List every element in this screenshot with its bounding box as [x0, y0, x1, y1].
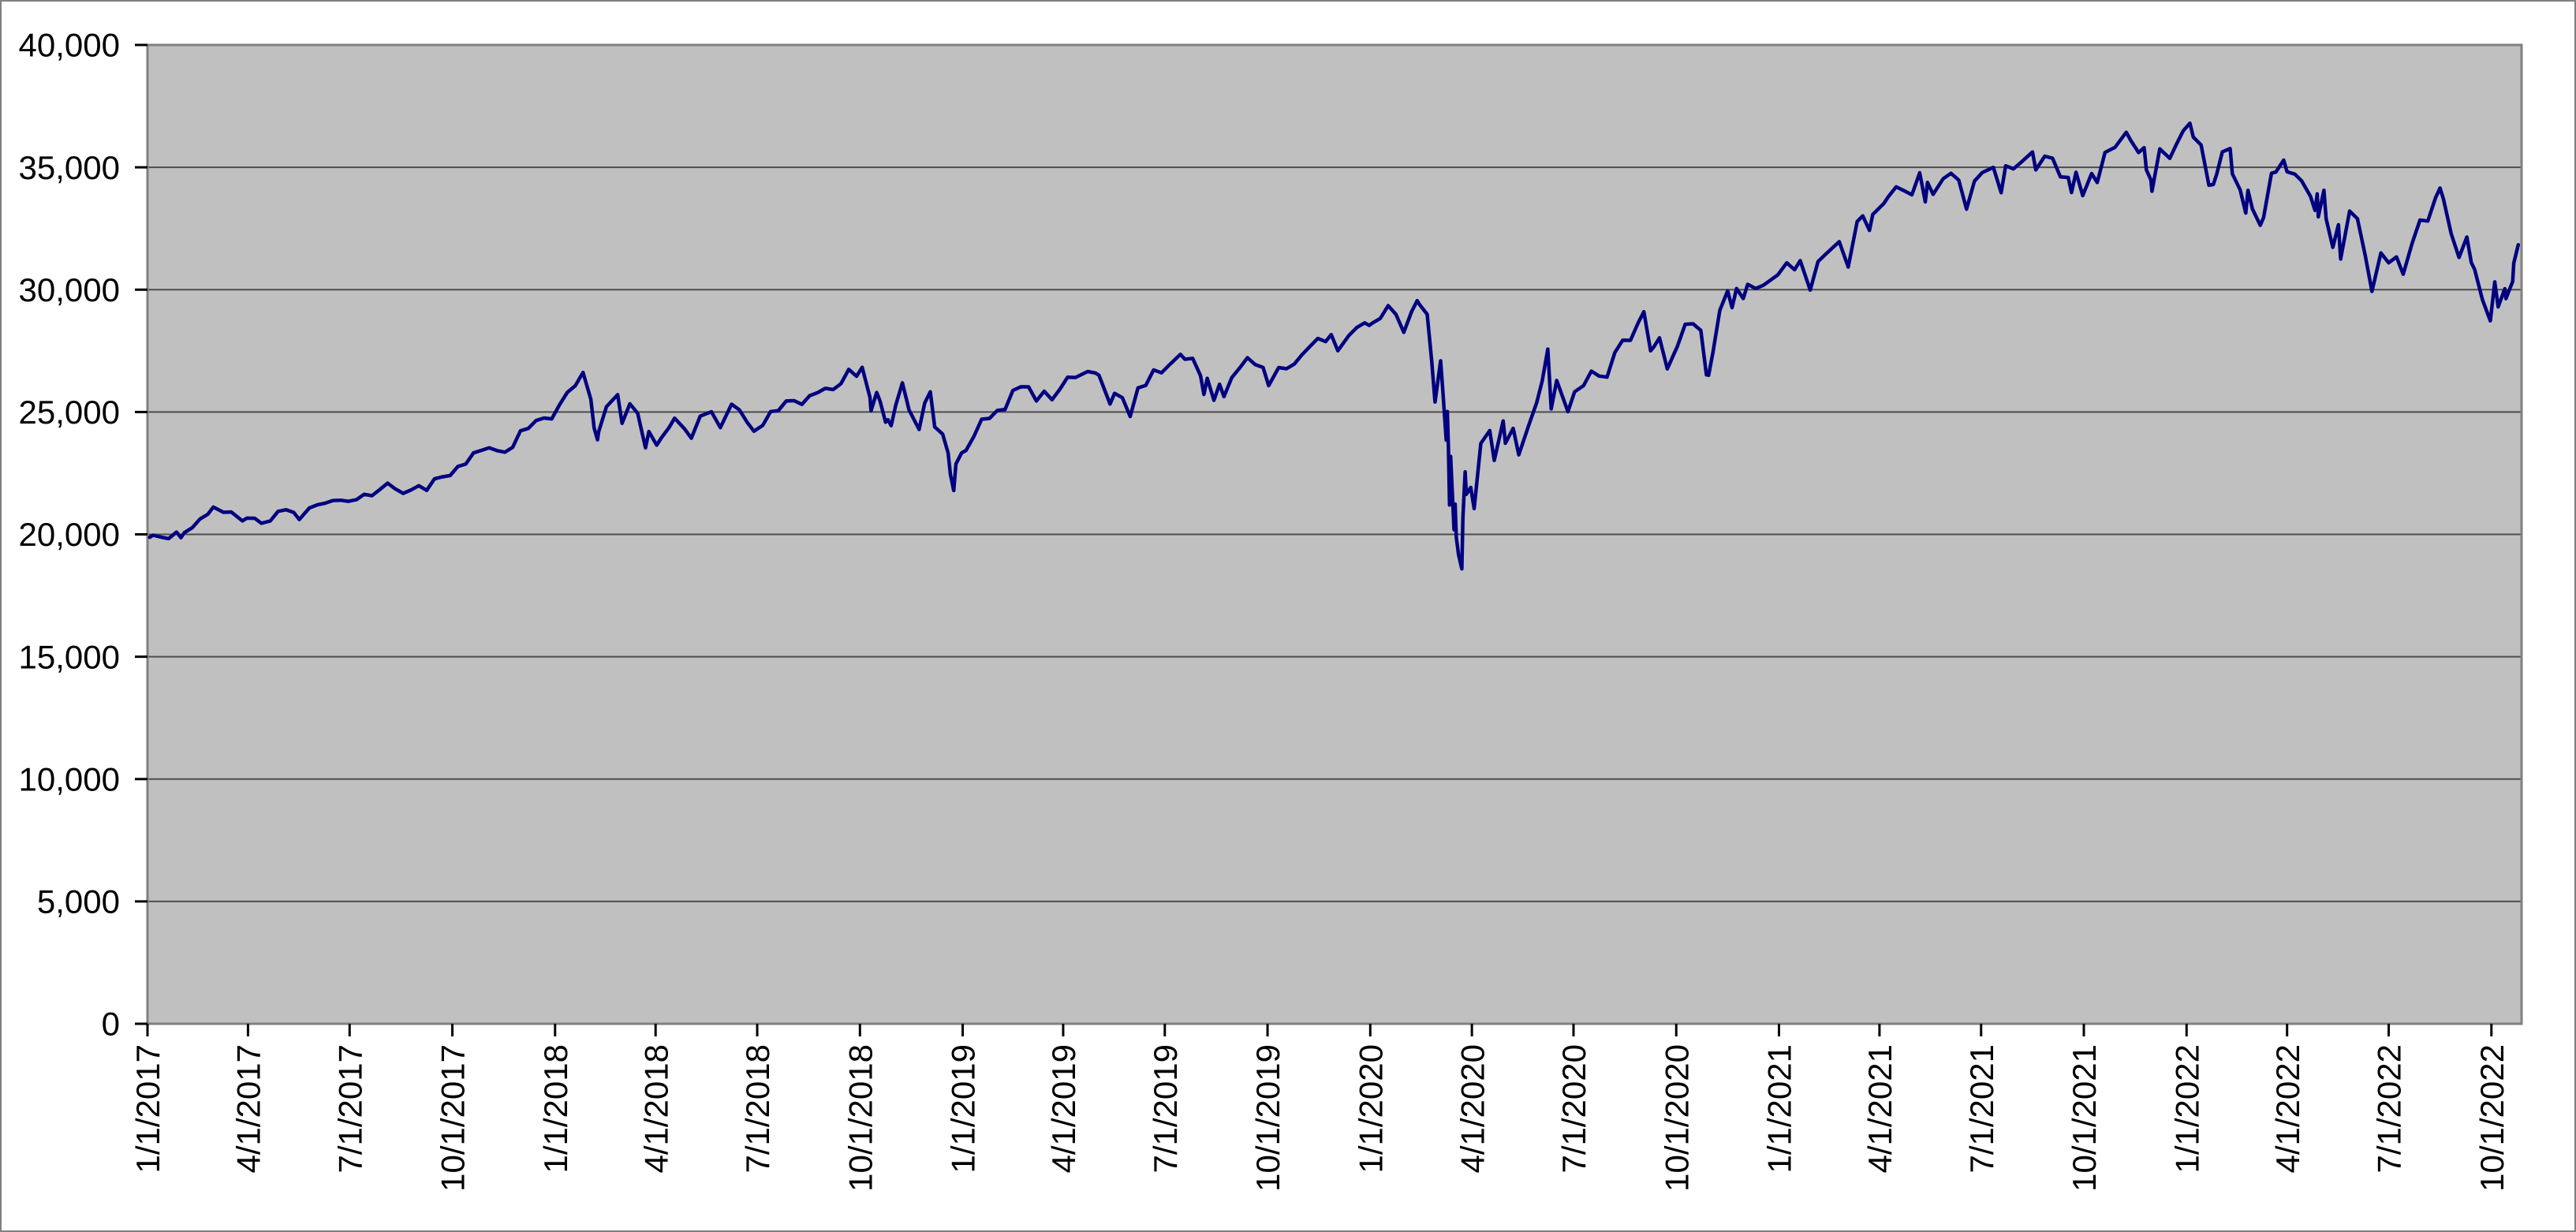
y-tick-label: 20,000	[19, 516, 120, 553]
x-tick-label: 4/1/2021	[1861, 1044, 1898, 1174]
x-tick-label: 4/1/2020	[1454, 1044, 1491, 1174]
x-tick-label: 4/1/2019	[1045, 1044, 1082, 1174]
x-tick-label: 1/1/2020	[1352, 1044, 1389, 1174]
y-tick-label: 25,000	[19, 394, 120, 431]
x-tick-label: 1/1/2019	[945, 1044, 982, 1174]
y-gridlines	[147, 166, 2522, 902]
y-tick-label: 5,000	[37, 883, 120, 920]
y-tick-label: 10,000	[19, 760, 120, 797]
x-tick-label: 7/1/2021	[1963, 1044, 2000, 1174]
x-tick-label: 4/1/2018	[637, 1044, 674, 1174]
x-axis: 1/1/2017 4/1/2017 7/1/2017 10/1/2017 1/1/201…	[129, 1024, 2511, 1192]
x-tick-label: 1/1/2021	[1761, 1044, 1798, 1174]
x-tick-label: 4/1/2022	[2269, 1044, 2306, 1174]
x-tick-label: 7/1/2019	[1147, 1044, 1184, 1174]
x-tick-label: 1/1/2017	[129, 1044, 166, 1174]
x-tick-label: 4/1/2017	[230, 1044, 267, 1174]
y-tick-label: 0	[102, 1006, 120, 1043]
y-tick-label: 15,000	[19, 638, 120, 675]
x-tick-label: 1/1/2022	[2168, 1044, 2205, 1174]
y-axis: 0 5,000 10,000 15,000 20,000 25,000 30,000 35,0…	[19, 27, 147, 1043]
x-tick-label: 7/1/2022	[2371, 1044, 2408, 1174]
x-tick-label: 10/1/2020	[1658, 1044, 1695, 1192]
x-tick-label: 10/1/2022	[2473, 1044, 2511, 1192]
x-tick-label: 10/1/2021	[2066, 1044, 2103, 1192]
x-tick-label: 10/1/2017	[435, 1044, 472, 1192]
x-tick-label: 7/1/2018	[739, 1044, 776, 1174]
y-tick-label: 30,000	[19, 271, 120, 308]
x-tick-label: 7/1/2017	[331, 1044, 368, 1174]
y-tick-label: 40,000	[19, 27, 120, 64]
y-tick-label: 35,000	[19, 149, 120, 186]
x-tick-label: 7/1/2020	[1555, 1044, 1592, 1174]
x-tick-label: 10/1/2018	[842, 1044, 879, 1192]
djia-series-line	[147, 121, 2521, 571]
x-tick-label: 1/1/2018	[537, 1044, 574, 1174]
x-tick-label: 10/1/2019	[1249, 1044, 1286, 1192]
